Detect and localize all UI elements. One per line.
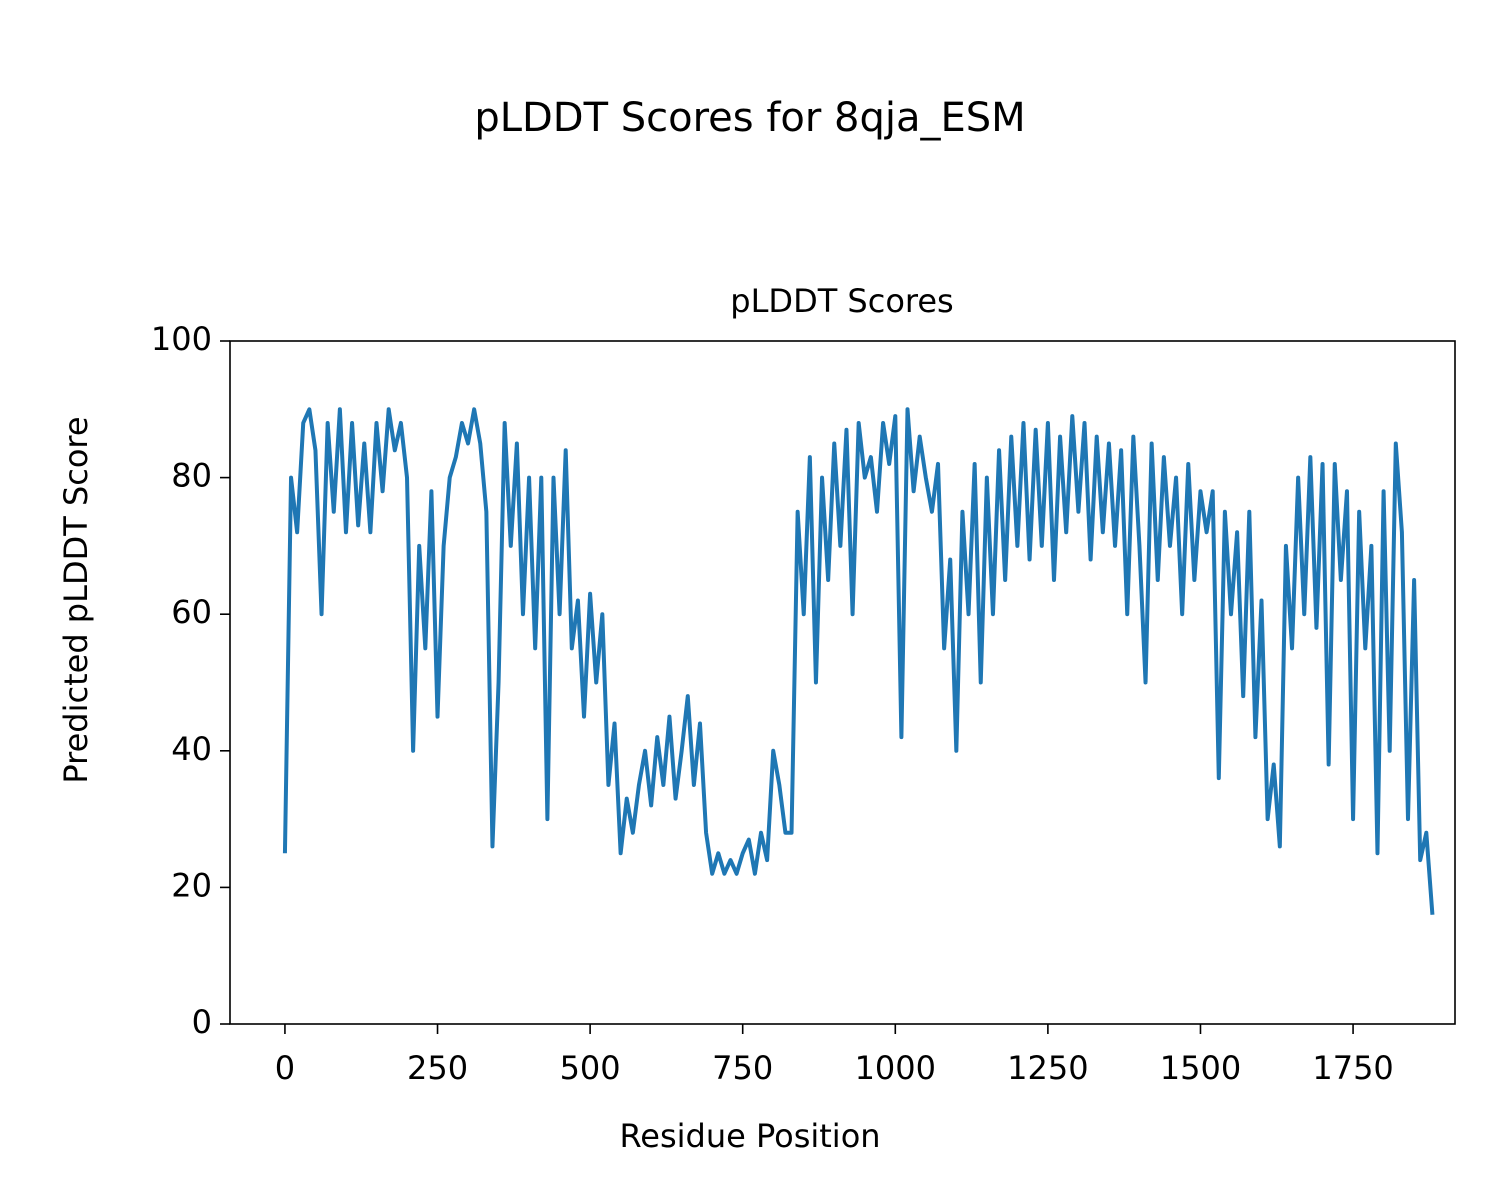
x-tick-label: 500 [560, 1049, 621, 1087]
y-tick-label: 20 [171, 866, 212, 904]
axes-title: pLDDT Scores [730, 282, 953, 320]
y-tick-label: 80 [171, 457, 212, 495]
x-tick-label: 1250 [1007, 1049, 1088, 1087]
x-tick-label: 1750 [1312, 1049, 1393, 1087]
y-tick-label: 0 [192, 1003, 212, 1041]
y-tick-label: 60 [171, 593, 212, 631]
x-tick-label: 1500 [1160, 1049, 1241, 1087]
y-axis-label: Predicted pLDDT Score [57, 416, 95, 783]
y-tick-label: 40 [171, 730, 212, 768]
x-tick-label: 0 [275, 1049, 295, 1087]
y-tick-label: 100 [151, 320, 212, 358]
x-tick-label: 750 [712, 1049, 773, 1087]
plot-frame [229, 340, 1456, 1025]
figure-title: pLDDT Scores for 8qja_ESM [474, 95, 1025, 141]
x-axis-label: Residue Position [619, 1117, 880, 1155]
data-line [282, 407, 1435, 915]
x-tick-label: 250 [407, 1049, 468, 1087]
x-tick-label: 1000 [855, 1049, 936, 1087]
